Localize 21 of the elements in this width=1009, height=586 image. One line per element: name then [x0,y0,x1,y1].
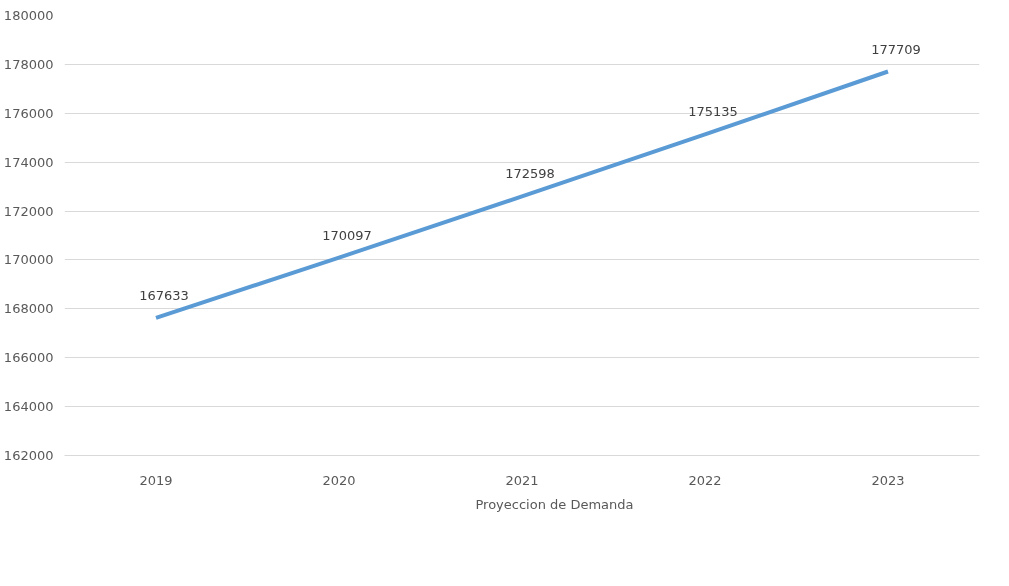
x-tick-label: 2021 [505,472,539,488]
y-tick-label: 178000 [3,56,54,72]
y-tick-label: 162000 [3,448,54,463]
y-tick-label: 180000 [3,8,54,23]
x-tick-label: 2023 [871,472,905,488]
y-tick-label: 166000 [3,350,54,366]
x-tick-label: 2022 [688,472,722,488]
data-label: 170097 [322,227,372,243]
x-tick-label: 2019 [139,472,173,488]
data-label: 175135 [688,104,738,120]
data-label: 167633 [139,287,189,303]
y-tick-label: 164000 [3,399,54,415]
data-label: 172598 [505,166,555,182]
y-tick-label: 172000 [3,203,54,219]
y-tick-label: 176000 [3,105,54,121]
x-tick-label: 2020 [322,472,356,488]
y-tick-label: 170000 [3,252,54,268]
text: Proyeccion de Demanda [475,496,634,512]
y-tick-label: 168000 [3,301,54,317]
y-tick-label: 174000 [3,154,54,170]
data-label: 177709 [871,41,921,57]
